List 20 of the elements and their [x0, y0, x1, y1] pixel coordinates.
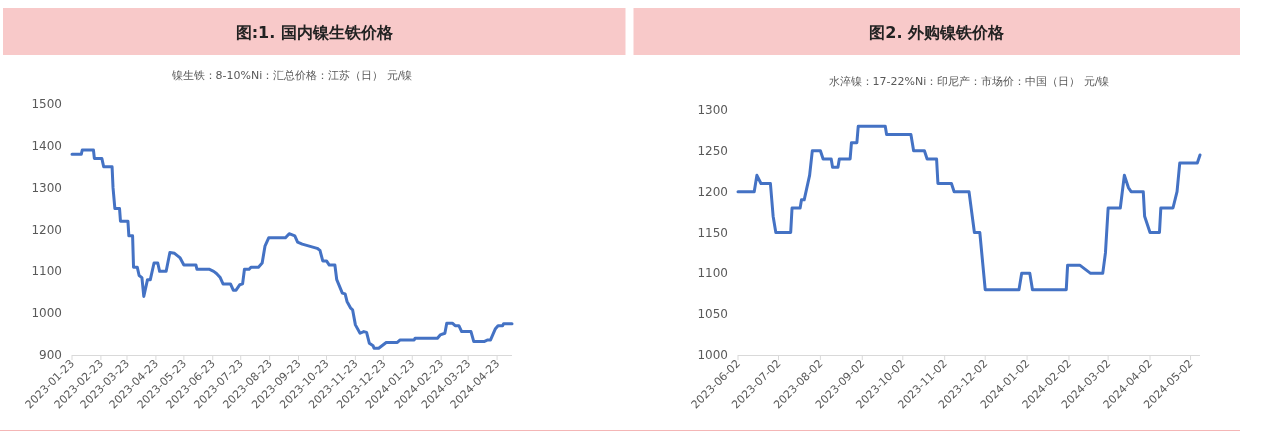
- y-tick-label: 1000: [697, 348, 728, 362]
- y-tick-label: 1150: [697, 225, 728, 240]
- y-tick-label: 900: [39, 348, 62, 362]
- y-tick-label: 1200: [697, 184, 728, 199]
- y-tick-label: 1000: [31, 306, 62, 321]
- line-series: [736, 124, 1202, 292]
- y-tick-label: 1100: [697, 266, 728, 281]
- y-tick-label: 1300: [697, 103, 728, 117]
- y-tick-label: 1400: [31, 138, 62, 153]
- chart-title: 图2. 外购镍铁价格: [869, 23, 1006, 42]
- chart-subtitle: 水淬镍：17-22%Ni：印尼产：市场价：中国（日） 元/镍: [828, 75, 1110, 88]
- chart-subtitle: 镍生铁：8-10%Ni：汇总价格：江苏（日） 元/镍: [170, 69, 413, 82]
- y-tick-label: 1050: [697, 307, 728, 322]
- y-tick-label: 1200: [31, 222, 62, 237]
- y-tick-label: 1100: [31, 264, 62, 279]
- y-tick-label: 1250: [697, 143, 728, 158]
- line-series: [70, 148, 514, 350]
- y-tick-label: 1500: [31, 97, 62, 111]
- chart-title: 图:1. 国内镍生铁价格: [235, 23, 394, 42]
- y-tick-label: 1300: [31, 180, 62, 195]
